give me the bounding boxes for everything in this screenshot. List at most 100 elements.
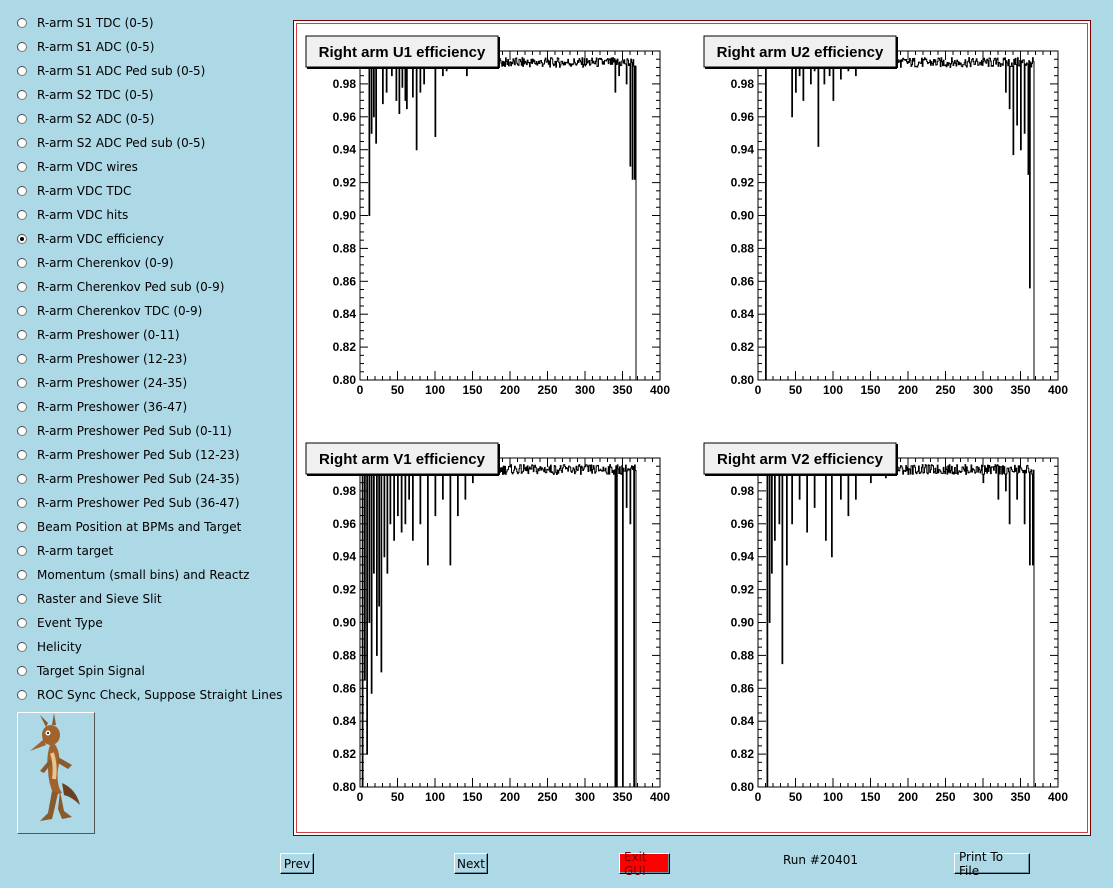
menu-item-label: R-arm Preshower (36-47) bbox=[37, 400, 188, 414]
menu-item-label: R-arm S1 ADC Ped sub (0-5) bbox=[37, 64, 206, 78]
menu-item[interactable]: R-arm Preshower (36-47) bbox=[17, 397, 187, 417]
menu-item[interactable]: Raster and Sieve Slit bbox=[17, 589, 162, 609]
menu-item[interactable]: Target Spin Signal bbox=[17, 661, 145, 681]
x-tick-label: 400 bbox=[650, 383, 670, 397]
radio-button[interactable] bbox=[17, 594, 27, 604]
radio-button[interactable] bbox=[17, 450, 27, 460]
menu-item[interactable]: R-arm Preshower Ped Sub (12-23) bbox=[17, 445, 240, 465]
radio-button[interactable] bbox=[17, 42, 27, 52]
menu-item[interactable]: R-arm VDC wires bbox=[17, 157, 138, 177]
radio-button[interactable] bbox=[17, 618, 27, 628]
x-tick-label: 300 bbox=[973, 790, 993, 804]
radio-button[interactable] bbox=[17, 162, 27, 172]
menu-item-label: Momentum (small bins) and Reactz bbox=[37, 568, 250, 582]
radio-button[interactable] bbox=[17, 90, 27, 100]
radio-button[interactable] bbox=[17, 18, 27, 28]
prev-button[interactable]: Prev bbox=[280, 853, 314, 874]
x-tick-label: 350 bbox=[1010, 790, 1030, 804]
y-tick-label: 0.86 bbox=[731, 681, 755, 695]
menu-item-label: R-arm S2 TDC (0-5) bbox=[37, 88, 154, 102]
radio-button[interactable] bbox=[17, 666, 27, 676]
radio-button[interactable] bbox=[17, 258, 27, 268]
radio-button[interactable] bbox=[17, 546, 27, 556]
menu-item[interactable]: R-arm Preshower (0-11) bbox=[17, 325, 180, 345]
x-tick-label: 150 bbox=[860, 790, 880, 804]
radio-button[interactable] bbox=[17, 282, 27, 292]
menu-item[interactable]: R-arm S2 TDC (0-5) bbox=[17, 85, 154, 105]
menu-item[interactable]: R-arm Preshower Ped Sub (24-35) bbox=[17, 469, 240, 489]
radio-button[interactable] bbox=[17, 234, 27, 244]
plot-title-box: Right arm U2 efficiency bbox=[703, 35, 898, 69]
radio-button[interactable] bbox=[17, 114, 27, 124]
radio-button[interactable] bbox=[17, 522, 27, 532]
x-tick-label: 300 bbox=[575, 790, 595, 804]
radio-button[interactable] bbox=[17, 306, 27, 316]
menu-item-label: R-arm Preshower (24-35) bbox=[37, 376, 188, 390]
menu-item[interactable]: R-arm S1 ADC Ped sub (0-5) bbox=[17, 61, 205, 81]
x-tick-label: 100 bbox=[823, 790, 843, 804]
y-tick-label: 0.86 bbox=[333, 681, 357, 695]
radio-button[interactable] bbox=[17, 570, 27, 580]
menu-item-label: R-arm S2 ADC (0-5) bbox=[37, 112, 155, 126]
menu-item-label: R-arm Cherenkov TDC (0-9) bbox=[37, 304, 203, 318]
plot-frame bbox=[757, 457, 1059, 788]
menu-item[interactable]: R-arm VDC TDC bbox=[17, 181, 131, 201]
menu-item[interactable]: R-arm Cherenkov (0-9) bbox=[17, 253, 174, 273]
menu-item[interactable]: Helicity bbox=[17, 637, 82, 657]
x-tick-label: 300 bbox=[575, 383, 595, 397]
x-tick-label: 100 bbox=[425, 383, 445, 397]
radio-button[interactable] bbox=[17, 498, 27, 508]
radio-button[interactable] bbox=[17, 402, 27, 412]
radio-button[interactable] bbox=[17, 474, 27, 484]
menu-item[interactable]: R-arm Preshower (24-35) bbox=[17, 373, 187, 393]
y-tick-label: 0.82 bbox=[731, 340, 755, 354]
exit-gui-button[interactable]: Exit GUI bbox=[619, 850, 670, 878]
menu-item[interactable]: R-arm Preshower Ped Sub (36-47) bbox=[17, 493, 240, 513]
y-tick-label: 0.90 bbox=[731, 209, 755, 223]
menu-item-label: R-arm S1 ADC (0-5) bbox=[37, 40, 155, 54]
x-tick-label: 250 bbox=[537, 383, 557, 397]
y-tick-label: 0.82 bbox=[333, 747, 357, 761]
y-tick-label: 0.90 bbox=[333, 616, 357, 630]
menu-item[interactable]: R-arm Preshower (12-23) bbox=[17, 349, 187, 369]
print-to-file-button[interactable]: Print To File bbox=[954, 850, 1030, 878]
y-tick-label: 0.90 bbox=[333, 209, 357, 223]
radio-button[interactable] bbox=[17, 210, 27, 220]
y-tick-label: 0.98 bbox=[731, 484, 755, 498]
y-tick-label: 0.84 bbox=[731, 307, 755, 321]
menu-item[interactable]: Beam Position at BPMs and Target bbox=[17, 517, 241, 537]
radio-button[interactable] bbox=[17, 138, 27, 148]
x-tick-label: 100 bbox=[425, 790, 445, 804]
menu-item[interactable]: R-arm S2 ADC (0-5) bbox=[17, 109, 154, 129]
y-tick-label: 0.96 bbox=[333, 110, 357, 124]
menu-item[interactable]: Event Type bbox=[17, 613, 103, 633]
menu-item[interactable]: R-arm Cherenkov Ped sub (0-9) bbox=[17, 277, 224, 297]
menu-item[interactable]: Momentum (small bins) and Reactz bbox=[17, 565, 249, 585]
radio-button[interactable] bbox=[17, 330, 27, 340]
radio-button[interactable] bbox=[17, 66, 27, 76]
radio-button[interactable] bbox=[17, 378, 27, 388]
radio-button[interactable] bbox=[17, 642, 27, 652]
menu-item-label: Target Spin Signal bbox=[37, 664, 145, 678]
radio-button[interactable] bbox=[17, 426, 27, 436]
plot-title: Right arm U2 efficiency bbox=[717, 44, 884, 61]
menu-item[interactable]: ROC Sync Check, Suppose Straight Lines bbox=[17, 685, 282, 705]
radio-button[interactable] bbox=[17, 186, 27, 196]
menu-item[interactable]: R-arm Preshower Ped Sub (0-11) bbox=[17, 421, 232, 441]
y-tick-label: 0.96 bbox=[731, 110, 755, 124]
next-button[interactable]: Next bbox=[454, 853, 488, 874]
menu-item[interactable]: R-arm S1 ADC (0-5) bbox=[17, 37, 154, 57]
menu-item[interactable]: R-arm VDC hits bbox=[17, 205, 128, 225]
efficiency-plot: 0.80 0.82 0.84 0.86 0.88 0.90 0.92 0.94 0.96 0.98… bbox=[305, 442, 670, 804]
x-tick-label: 0 bbox=[357, 790, 364, 804]
menu-item[interactable]: R-arm target bbox=[17, 541, 113, 561]
y-tick-label: 0.94 bbox=[731, 550, 755, 564]
menu-item[interactable]: R-arm VDC efficiency bbox=[17, 229, 164, 249]
radio-button[interactable] bbox=[17, 690, 27, 700]
plot-title: Right arm V2 efficiency bbox=[717, 451, 884, 468]
radio-button[interactable] bbox=[17, 354, 27, 364]
menu-item[interactable]: R-arm Cherenkov TDC (0-9) bbox=[17, 301, 202, 321]
menu-item[interactable]: R-arm S2 ADC Ped sub (0-5) bbox=[17, 133, 205, 153]
menu-item[interactable]: R-arm S1 TDC (0-5) bbox=[17, 13, 154, 33]
plot-canvas[interactable]: 0.80 0.82 0.84 0.86 0.88 0.90 0.92 0.94 0.96 0.98… bbox=[293, 20, 1091, 836]
